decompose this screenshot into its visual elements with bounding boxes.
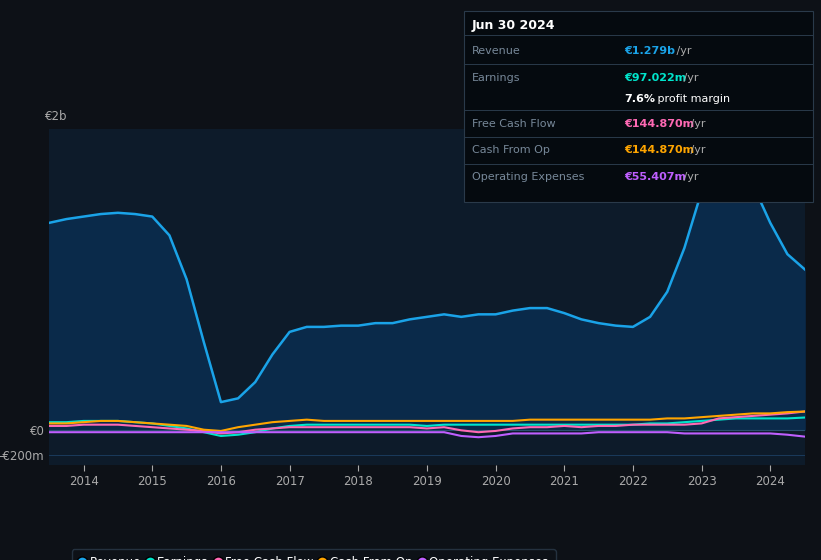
Text: €55.407m: €55.407m	[624, 172, 686, 183]
Text: /yr: /yr	[673, 46, 691, 56]
Text: 7.6%: 7.6%	[624, 94, 655, 104]
Text: /yr: /yr	[680, 172, 699, 183]
Text: €144.870m: €144.870m	[624, 146, 694, 156]
Text: €97.022m: €97.022m	[624, 73, 686, 83]
Text: Revenue: Revenue	[472, 46, 521, 56]
Text: €144.870m: €144.870m	[624, 119, 694, 129]
Text: profit margin: profit margin	[654, 94, 730, 104]
Text: Earnings: Earnings	[472, 73, 521, 83]
Text: /yr: /yr	[686, 119, 705, 129]
Text: Operating Expenses: Operating Expenses	[472, 172, 585, 183]
Text: /yr: /yr	[680, 73, 699, 83]
Legend: Revenue, Earnings, Free Cash Flow, Cash From Op, Operating Expenses: Revenue, Earnings, Free Cash Flow, Cash …	[71, 549, 556, 560]
Text: Cash From Op: Cash From Op	[472, 146, 550, 156]
Text: Jun 30 2024: Jun 30 2024	[472, 18, 556, 32]
Text: Free Cash Flow: Free Cash Flow	[472, 119, 556, 129]
Text: €1.279b: €1.279b	[624, 46, 675, 56]
Text: €2b: €2b	[45, 110, 67, 123]
Text: /yr: /yr	[686, 146, 705, 156]
